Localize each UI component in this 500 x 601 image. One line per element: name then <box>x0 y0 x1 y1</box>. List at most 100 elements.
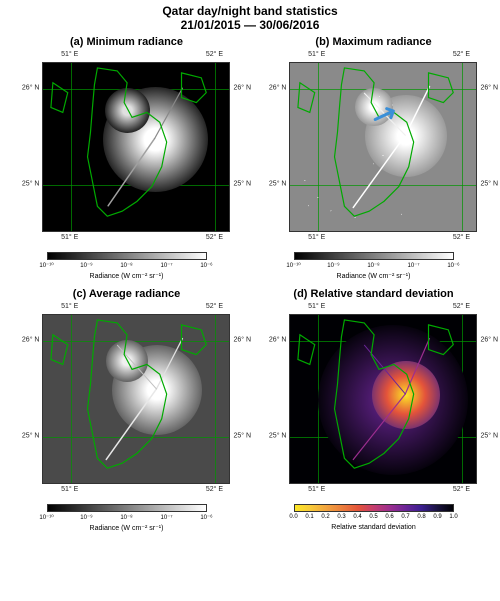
colorbar-tick: 0.8 <box>417 514 425 520</box>
colorbar-tick: 1.0 <box>449 514 457 520</box>
panel-a-colorbar: Radiance (W cm⁻² sr⁻¹) 10⁻¹⁰10⁻⁹10⁻⁸10⁻⁷… <box>27 252 227 284</box>
lon-tick: 51° E <box>308 486 325 493</box>
colorbar-tick: 0.7 <box>401 514 409 520</box>
lat-tick: 25° N <box>481 433 500 440</box>
lat-tick: 26° N <box>259 84 287 91</box>
colorbar-tick: 0.2 <box>321 514 329 520</box>
colorbar-tick: 10⁻¹⁰ <box>39 514 53 521</box>
lat-tick: 25° N <box>12 433 40 440</box>
panel-c-map: 51° E51° E52° E52° E26° N26° N25° N25° N <box>12 302 242 502</box>
lon-tick: 51° E <box>308 303 325 310</box>
gridline <box>43 341 229 342</box>
panel-b-map: 51° E51° E52° E52° E26° N26° N25° N25° N <box>259 50 489 250</box>
lon-tick: 52° E <box>206 303 223 310</box>
colorbar-gray <box>47 504 207 512</box>
panel-c-raster <box>42 314 230 484</box>
lon-tick: 52° E <box>206 486 223 493</box>
lon-tick: 51° E <box>61 486 78 493</box>
panel-b-raster <box>289 62 477 232</box>
title-line-1: Qatar day/night band statistics <box>0 4 500 18</box>
lon-tick: 51° E <box>308 234 325 241</box>
gridline <box>43 89 229 90</box>
lat-tick: 25° N <box>259 181 287 188</box>
lon-tick: 52° E <box>453 486 470 493</box>
colorbar-tick: 0.6 <box>385 514 393 520</box>
lon-tick: 52° E <box>453 303 470 310</box>
lon-tick: 51° E <box>61 51 78 58</box>
colorbar-tick: 10⁻⁹ <box>327 262 339 269</box>
colorbar-tick: 10⁻⁸ <box>120 514 132 521</box>
gridline <box>290 341 476 342</box>
lat-tick: 25° N <box>12 181 40 188</box>
rsd-halo <box>318 325 468 475</box>
colorbar-tick: 0.9 <box>433 514 441 520</box>
figure-title: Qatar day/night band statistics 21/01/20… <box>0 0 500 34</box>
panel-c: (c) Average radiance 51° E 51° E 52° E 52° … <box>4 286 249 536</box>
colorbar-gray <box>47 252 207 260</box>
lat-tick: 26° N <box>259 336 287 343</box>
lat-tick: 25° N <box>259 433 287 440</box>
colorbar-tick: 0.0 <box>289 514 297 520</box>
lon-tick: 51° E <box>61 234 78 241</box>
lon-tick: 52° E <box>453 51 470 58</box>
colorbar-gray <box>294 252 454 260</box>
panel-b-colorbar: Radiance (W cm⁻² sr⁻¹) 10⁻¹⁰ 10⁻⁹ 10⁻⁸ 10⁻⁷… <box>274 252 474 284</box>
panel-c-title: (c) Average radiance <box>73 286 180 302</box>
lon-tick: 52° E <box>453 234 470 241</box>
lat-tick: 25° N <box>481 181 500 188</box>
panel-c-colorbar: Radiance (W cm⁻² sr⁻¹) 10⁻¹⁰ 10⁻⁹ 10⁻⁸ 10⁻⁷… <box>27 504 227 536</box>
colorbar-tick: 10⁻⁶ <box>200 262 212 269</box>
lat-tick: 26° N <box>481 84 500 91</box>
colorbar-tick: 10⁻⁸ <box>367 262 379 269</box>
colorbar-tick: 10⁻⁸ <box>120 262 132 269</box>
lon-tick: 51° E <box>308 51 325 58</box>
panel-b: (b) Maximum radiance 51° E51° E52° E52° … <box>251 34 496 284</box>
panel-d-raster <box>289 314 477 484</box>
gridline <box>290 437 476 438</box>
lon-tick: 52° E <box>206 51 223 58</box>
lat-tick: 26° N <box>234 84 262 91</box>
colorbar-label: Radiance (W cm⁻² sr⁻¹) <box>90 524 164 532</box>
colorbar-tick: 10⁻⁶ <box>200 514 212 521</box>
colorbar-label: Radiance (W cm⁻² sr⁻¹) <box>337 272 411 280</box>
colorbar-tick: 0.1 <box>305 514 313 520</box>
colorbar-tick: 0.3 <box>337 514 345 520</box>
lat-tick: 26° N <box>481 336 500 343</box>
colorbar-tick: 10⁻¹⁰ <box>286 262 300 269</box>
rsd-core <box>372 361 440 429</box>
gridline <box>43 437 229 438</box>
colorbar-rsd <box>294 504 454 512</box>
lat-tick: 26° N <box>12 84 40 91</box>
panel-d-colorbar: Relative standard deviation 0.0 0.1 0.2 0.3… <box>274 504 474 536</box>
colorbar-tick: 10⁻⁷ <box>407 262 419 269</box>
lon-tick: 52° E <box>206 234 223 241</box>
panel-d: (d) Relative standard deviation 51° E 51°… <box>251 286 496 536</box>
radiance-glow <box>103 87 208 192</box>
panel-grid: (a) Minimum radiance 51° E 51° E 52° E 52° … <box>0 34 500 536</box>
lat-tick: 25° N <box>234 181 262 188</box>
title-line-2: 21/01/2015 — 30/06/2016 <box>0 18 500 32</box>
colorbar-tick: 10⁻⁹ <box>80 262 92 269</box>
panel-a-map: 51° E51° E52° E52° E26° N26° N25° N25° N <box>12 50 242 250</box>
panel-a-title: (a) Minimum radiance <box>70 34 183 50</box>
radiance-glow <box>105 88 150 133</box>
lon-tick: 51° E <box>61 303 78 310</box>
panel-d-map: 51° E51° E52° E52° E26° N26° N25° N25° N <box>259 302 489 502</box>
panel-a-raster <box>42 62 230 232</box>
panel-a: (a) Minimum radiance 51° E 51° E 52° E 52° … <box>4 34 249 284</box>
lat-tick: 25° N <box>234 433 262 440</box>
colorbar-tick: 10⁻⁹ <box>80 514 92 521</box>
lat-tick: 26° N <box>234 336 262 343</box>
colorbar-label: Relative standard deviation <box>331 524 415 531</box>
colorbar-tick: 10⁻¹⁰ <box>39 262 53 269</box>
colorbar-tick: 10⁻⁶ <box>447 262 459 269</box>
colorbar-tick: 10⁻⁷ <box>160 262 172 269</box>
radiance-glow <box>112 345 202 435</box>
colorbar-tick: 10⁻⁷ <box>160 514 172 521</box>
panel-d-title: (d) Relative standard deviation <box>293 286 453 302</box>
bright-dots <box>290 63 476 231</box>
gridline <box>43 185 229 186</box>
lat-tick: 26° N <box>12 336 40 343</box>
colorbar-tick: 0.4 <box>353 514 361 520</box>
radiance-glow <box>106 340 147 381</box>
